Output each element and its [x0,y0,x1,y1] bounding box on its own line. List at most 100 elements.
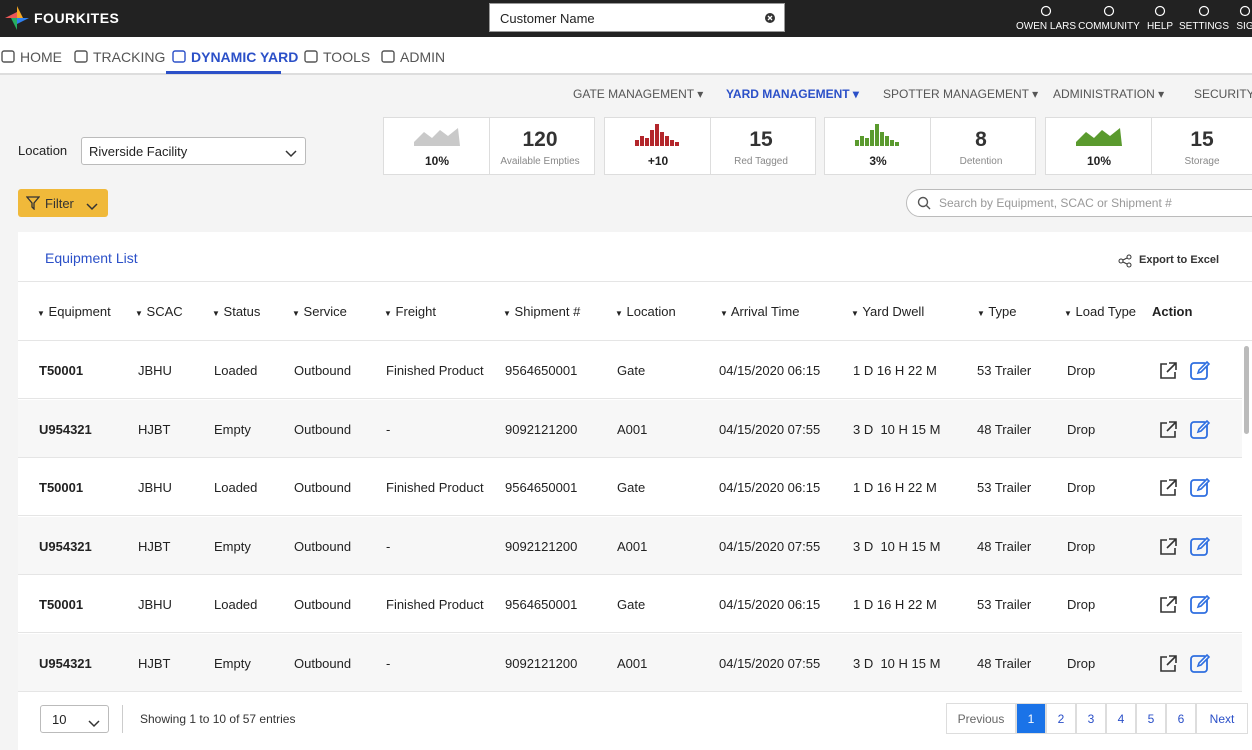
stat-card: +10 15 Red Tagged [604,117,816,175]
subnav-item[interactable]: ADMINISTRATION ▾ [1053,87,1165,101]
page-button[interactable]: 1 [1016,703,1046,734]
nav-icon [0,48,16,69]
table-cell: Finished Product [386,363,484,378]
chevron-svg [86,203,98,211]
edit-icon[interactable] [1189,419,1211,446]
customer-search[interactable]: Customer Name [489,3,785,32]
stat-card: 3% 8 Detention [824,117,1036,175]
clear-icon[interactable] [764,12,776,24]
table-cell: T50001 [39,480,84,495]
page-button[interactable]: 5 [1136,703,1166,734]
table-cell: Loaded [214,363,258,378]
table-cell: - [386,538,391,554]
user-menu-item[interactable]: OWEN LARS [1015,21,1077,32]
table-cell: Outbound [294,480,352,495]
page-button[interactable]: 2 [1046,703,1076,734]
user-menu-item[interactable]: SIG [1236,21,1252,32]
edit-icon-svg [1190,360,1211,380]
export-button[interactable]: Export to Excel [1139,254,1220,266]
open-icon[interactable] [1158,537,1178,562]
page-button-label: 6 [1177,712,1185,726]
column-header[interactable]: ▼ Freight [384,304,437,319]
location-label: Location [18,143,68,158]
entries-info: Showing 1 to 10 of 57 entries [140,712,296,726]
table-cell: 1 D 16 H 22 M [853,480,937,495]
edit-icon-svg [1190,653,1211,673]
edit-icon[interactable] [1189,360,1211,387]
open-icon[interactable] [1158,361,1178,386]
column-header[interactable]: ▼ Yard Dwell [851,304,925,319]
stat-card: 10% 15 Storage [1045,117,1252,175]
search-box[interactable]: Search by Equipment, SCAC or Shipment # [906,189,1252,217]
table-cell: 9564650001 [505,480,578,495]
table-cell: 04/15/2020 06:15 [719,597,821,612]
filter-button[interactable]: Filter [18,189,108,217]
chevron-svg [285,150,297,158]
stat-value: 120 [522,128,558,151]
column-header[interactable]: ▼ SCAC [135,304,183,319]
user-menu-icon [1198,4,1210,22]
open-icon[interactable] [1158,654,1178,679]
edit-icon[interactable] [1189,594,1211,621]
open-icon[interactable] [1158,478,1178,503]
page-button[interactable]: Previous [946,703,1016,734]
table-cell: 04/15/2020 07:55 [719,421,821,437]
table-cell: Gate [617,597,646,612]
column-header[interactable]: ▼ Shipment # [503,304,581,319]
subnav-item[interactable]: GATE MANAGEMENT ▾ [573,87,704,101]
column-header[interactable]: ▼ Location [615,304,676,319]
open-icon[interactable] [1158,420,1178,445]
column-header[interactable]: ▼ Status [212,304,261,319]
column-header[interactable]: ▼ Load Type [1064,304,1137,319]
edit-icon[interactable] [1189,536,1211,563]
column-header[interactable]: ▼ Equipment [37,304,111,319]
table-cell: Drop [1067,421,1096,437]
page-button[interactable]: 6 [1166,703,1196,734]
location-select[interactable]: Riverside Facility [81,137,306,165]
nav-item[interactable]: HOME [20,49,62,65]
open-icon[interactable] [1158,595,1178,620]
column-header[interactable]: ▼ Arrival Time [720,304,800,319]
stat-trend: +10 [647,154,669,168]
user-menu-icon [1154,4,1166,22]
stat-chart [414,124,460,151]
user-menu-item[interactable]: SETTINGS [1178,21,1230,32]
chevron [86,199,98,217]
page-size-select[interactable]: 10 [40,705,109,733]
nav-item[interactable]: TRACKING [93,49,166,65]
nav-item[interactable]: DYNAMIC YARD [191,49,299,65]
table-cell: Gate [617,480,646,495]
page-button[interactable]: 3 [1076,703,1106,734]
edit-icon-svg [1190,594,1211,614]
user-menu-item[interactable]: HELP [1146,21,1174,32]
edit-icon-svg [1190,536,1211,556]
edit-icon[interactable] [1189,653,1211,680]
nav-item[interactable]: TOOLS [323,49,371,65]
search-icon-svg [917,196,931,210]
table-cell: Outbound [294,421,352,437]
column-header-text: Freight [395,304,437,319]
table-cell: HJBT [138,538,171,554]
row-bg [18,633,1242,692]
column-header[interactable]: ▼ Service [292,304,347,319]
user-menu-icon-svg [1103,5,1115,17]
column-header[interactable]: ▼ Type [977,304,1017,319]
table-cell: 3 D 10 H 15 M [853,655,941,671]
edit-icon[interactable] [1189,477,1211,504]
subnav-item[interactable]: SECURITY ▾ [1194,87,1252,101]
user-menu-item[interactable]: COMMUNITY [1078,21,1140,32]
subnav-item[interactable]: SPOTTER MANAGEMENT ▾ [883,87,1039,101]
row-bg [18,516,1242,575]
page-button[interactable]: Next [1196,703,1248,734]
subnav-item[interactable]: YARD MANAGEMENT ▾ [726,87,859,101]
table-cell: U954321 [39,421,92,437]
page-button[interactable]: 4 [1106,703,1136,734]
stat-value: 15 [1190,128,1214,151]
share-icon [1118,254,1132,273]
table-cell: 3 D 10 H 15 M [853,421,941,437]
table-cell: Drop [1067,480,1096,495]
table-cell: A001 [617,538,648,554]
nav-item[interactable]: ADMIN [400,49,446,65]
table-cell: Finished Product [386,480,484,495]
